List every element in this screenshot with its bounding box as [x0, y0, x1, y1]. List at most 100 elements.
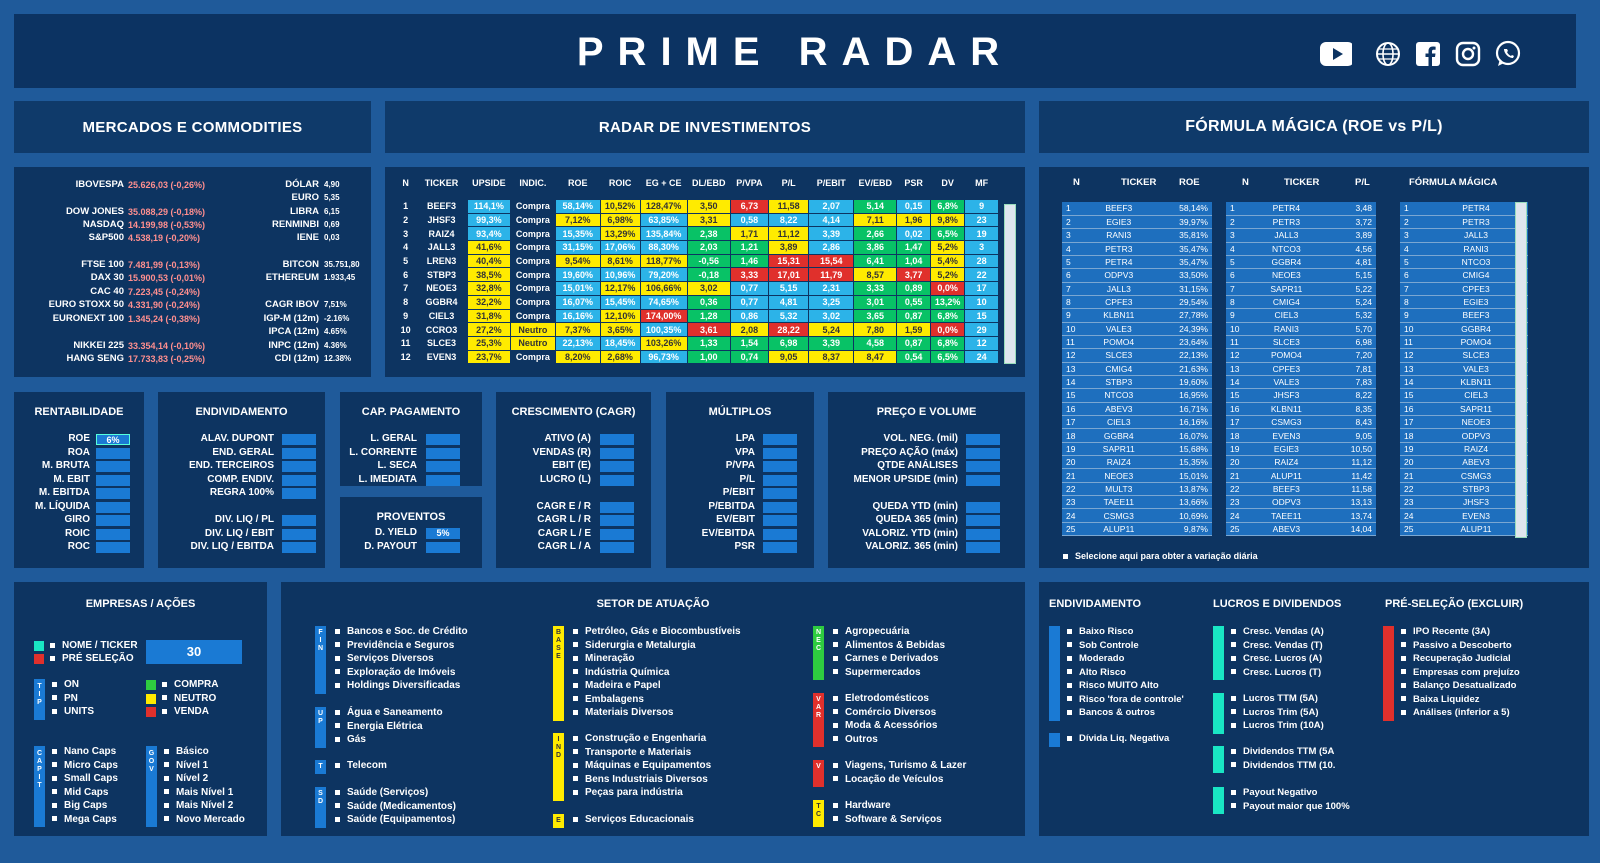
filter-input[interactable] — [96, 542, 130, 553]
sector-option[interactable]: Moda & Acessórios — [833, 720, 937, 731]
sector-option[interactable]: Água e Saneamento — [335, 707, 443, 718]
filter-input[interactable] — [426, 434, 460, 445]
formula-row[interactable]: 5 NTCO3 — [1400, 255, 1528, 270]
filter-check[interactable]: Dividendos TTM (5A — [1231, 746, 1334, 757]
radar-row[interactable]: 4 JALL3 41,6% Compra 31,15% 17,06% 88,30% 2,03 1… — [394, 240, 999, 255]
formula-row[interactable]: 11 POMO4 — [1400, 335, 1528, 350]
filter-input[interactable] — [96, 502, 130, 513]
filter-input[interactable] — [282, 488, 316, 499]
filter-check[interactable]: Lucros Trim (5A) — [1231, 707, 1319, 718]
formula-row[interactable]: 22 STBP3 — [1400, 482, 1528, 497]
formula-row[interactable]: 16 KLBN11 8,35 — [1226, 402, 1376, 417]
formula-row[interactable]: 2 EGIE3 39,97% — [1062, 215, 1212, 230]
formula-row[interactable]: 23 TAEE11 13,66% — [1062, 495, 1212, 510]
formula-row[interactable]: 18 ODPV3 — [1400, 428, 1528, 443]
filter-option[interactable]: Básico — [164, 746, 209, 757]
radar-row[interactable]: 8 GGBR4 32,2% Compra 16,07% 15,45% 74,65% 0,36 0… — [394, 294, 999, 310]
filter-check[interactable]: Empresas com prejuízo — [1401, 667, 1520, 678]
formula-row[interactable]: 10 VALE3 24,39% — [1062, 322, 1212, 336]
formula-row[interactable]: 1 PETR4 — [1400, 202, 1528, 216]
filter-check[interactable]: Payout Negativo — [1231, 787, 1317, 798]
instagram-icon[interactable] — [1452, 38, 1484, 70]
filter-check[interactable]: Lucros TTM (5A) — [1231, 693, 1318, 704]
sector-option[interactable]: Serviços Diversos — [335, 653, 434, 664]
filter-input[interactable] — [426, 542, 460, 553]
filter-input[interactable] — [600, 529, 634, 540]
sector-option[interactable]: Petróleo, Gás e Biocombustíveis — [573, 626, 741, 637]
formula-row[interactable]: 20 ABEV3 — [1400, 455, 1528, 470]
formula-row[interactable]: 4 PETR3 35,47% — [1062, 242, 1212, 256]
filter-option[interactable]: ON — [52, 679, 79, 690]
radar-row[interactable]: 9 CIEL3 31,8% Compra 16,16% 12,10% 174,00% 1,28… — [394, 308, 999, 324]
filter-check[interactable]: Moderado — [1067, 653, 1124, 664]
filter-input[interactable] — [966, 475, 1000, 486]
formula-row[interactable]: 19 RAIZ4 — [1400, 442, 1528, 457]
filter-input[interactable] — [763, 542, 797, 553]
filter-input[interactable] — [763, 529, 797, 540]
filter-input[interactable] — [96, 461, 130, 472]
radar-col-header[interactable]: DL/EBD — [686, 177, 731, 200]
radar-row[interactable]: 2 JHSF3 99,3% Compra 7,12% 6,98% 63,85% 3,31 0,5… — [394, 212, 999, 228]
formula-row[interactable]: 3 JALL3 3,89 — [1226, 228, 1376, 243]
radar-col-header[interactable]: P/EBIT — [808, 177, 855, 200]
filter-input[interactable] — [966, 515, 1000, 526]
formula-row[interactable]: 15 CIEL3 — [1400, 388, 1528, 403]
radar-row[interactable]: 3 RAIZ4 93,4% Compra 15,35% 13,29% 135,84% 2,38… — [394, 226, 999, 242]
filter-input[interactable] — [966, 448, 1000, 459]
radar-row[interactable]: 1 BEEF3 114,1% Compra 58,14% 10,52% 128,47% 3,5… — [394, 199, 999, 214]
sector-option[interactable]: Holdings Diversificadas — [335, 680, 460, 691]
sector-option[interactable]: Embalagens — [573, 694, 644, 705]
formula-row[interactable]: 3 RANI3 35,81% — [1062, 228, 1212, 243]
filter-check[interactable]: Cresc. Vendas (A) — [1231, 626, 1324, 637]
filter-check[interactable]: Sob Controle — [1067, 640, 1139, 651]
formula-row[interactable]: 5 GGBR4 4,81 — [1226, 255, 1376, 270]
filter-input[interactable] — [600, 502, 634, 513]
filter-input[interactable] — [426, 461, 460, 472]
formula-row[interactable]: 20 RAIZ4 11,12 — [1226, 455, 1376, 470]
formula-row[interactable]: 24 TAEE11 13,74 — [1226, 508, 1376, 523]
formula-row[interactable]: 12 SLCE3 22,13% — [1062, 348, 1212, 363]
formula-row[interactable]: 16 SAPR11 — [1400, 402, 1528, 417]
sector-option[interactable]: Construção e Engenharia — [573, 733, 706, 744]
filter-input[interactable] — [966, 529, 1000, 540]
radar-col-header[interactable]: PSR — [896, 177, 931, 200]
formula-row[interactable]: 11 POMO4 23,64% — [1062, 335, 1212, 350]
formula-row[interactable]: 23 JHSF3 — [1400, 495, 1528, 510]
formula-row[interactable]: 6 CMIG4 — [1400, 268, 1528, 283]
formula-row[interactable]: 24 CSMG3 10,69% — [1062, 508, 1212, 523]
filter-check[interactable]: Cresc. Lucros (T) — [1231, 667, 1321, 678]
formula-row[interactable]: 6 NEOE3 5,15 — [1226, 268, 1376, 283]
formula-row[interactable]: 8 EGIE3 — [1400, 295, 1528, 310]
radar-col-header[interactable]: DV — [929, 177, 966, 200]
sector-option[interactable]: Software & Serviços — [833, 814, 942, 825]
filter-input[interactable] — [966, 461, 1000, 472]
filter-check[interactable]: Alto Risco — [1067, 667, 1126, 678]
sector-option[interactable]: Viagens, Turismo & Lazer — [833, 760, 966, 771]
formula-row[interactable]: 17 CSMG3 8,43 — [1226, 415, 1376, 430]
formula-row[interactable]: 21 CSMG3 — [1400, 468, 1528, 483]
filter-input[interactable] — [282, 434, 316, 445]
radar-col-header[interactable]: UPSIDE — [466, 177, 511, 200]
formula-row[interactable]: 2 PETR3 — [1400, 215, 1528, 230]
sector-option[interactable]: Supermercados — [833, 667, 921, 678]
filter-option[interactable]: Nano Caps — [52, 746, 116, 757]
formula-row[interactable]: 16 ABEV3 16,71% — [1062, 402, 1212, 417]
filter-option[interactable]: Nível 1 — [164, 760, 208, 771]
filter-input[interactable] — [763, 488, 797, 499]
formula-row[interactable]: 7 CPFE3 — [1400, 282, 1528, 296]
filter-check[interactable]: Balanço Desatualizado — [1401, 680, 1516, 691]
sector-option[interactable]: Energia Elétrica — [335, 721, 423, 732]
radar-col-header[interactable]: EV/EBD — [853, 177, 898, 200]
formula-row[interactable]: 8 CPFE3 29,54% — [1062, 295, 1212, 310]
filter-input[interactable] — [600, 515, 634, 526]
filter-input[interactable] — [763, 515, 797, 526]
filter-input[interactable] — [96, 475, 130, 486]
legend-item[interactable]: PRÉ SELEÇÃO — [50, 653, 134, 664]
sector-option[interactable]: Madeira e Papel — [573, 680, 661, 691]
filter-input[interactable] — [426, 448, 460, 459]
filter-input[interactable] — [600, 475, 634, 486]
radar-scrollbar[interactable] — [1004, 204, 1016, 364]
radar-col-header[interactable]: N — [394, 177, 417, 200]
filter-input[interactable] — [600, 461, 634, 472]
formula-row[interactable]: 20 RAIZ4 15,35% — [1062, 455, 1212, 470]
